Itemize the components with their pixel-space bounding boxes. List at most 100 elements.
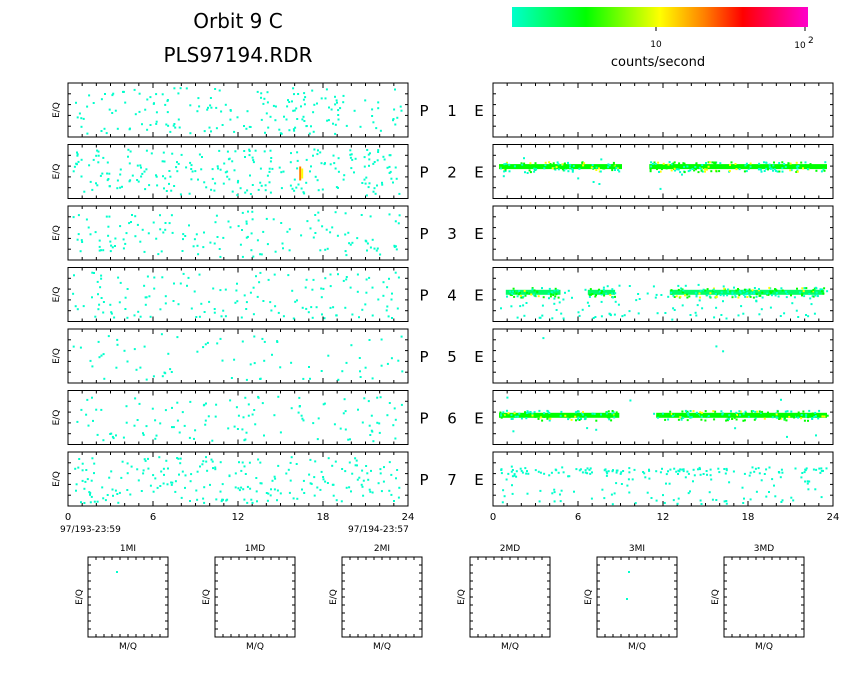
left-point [345,276,348,278]
row-label-number: 3 [447,225,457,243]
left-point [239,243,242,246]
right-band-point [808,293,811,296]
right-point [643,472,646,475]
left-point [309,170,311,173]
left-point [118,301,121,304]
left-point [85,413,88,416]
right-band-point [786,292,789,295]
left-point [378,431,381,434]
right-band-point [752,290,755,293]
left-point [332,306,335,309]
left-point [245,431,248,434]
left-point [379,468,382,471]
right-band-point [583,418,586,421]
left-point [138,110,141,113]
left-point [116,338,119,341]
left-point [227,220,230,223]
right-x-tick-label: 0 [490,512,496,523]
right-band-point [607,166,610,169]
left-point [248,148,251,151]
right-band-point [656,416,659,419]
left-point [196,244,199,247]
left-point [251,156,254,159]
left-point [233,358,236,361]
left-point [236,116,239,119]
right-point [627,478,630,481]
right-band-point [796,415,799,418]
right-band-point [742,289,745,292]
left-point [180,153,183,156]
right-point [579,468,582,471]
left-point [359,370,361,373]
right-point [743,472,746,475]
left-point [359,125,362,128]
right-band-point [561,163,564,166]
right-band-point [529,411,532,413]
right-band-point [811,295,814,298]
left-point [263,150,266,153]
right-band-point [766,292,769,295]
left-point [311,89,314,92]
left-point [198,153,201,156]
right-band-point [704,419,707,422]
right-band-point [555,293,558,296]
right-band-point [582,164,585,167]
left-point [111,488,114,491]
right-band-point [756,410,759,413]
left-point [128,128,131,131]
right-band-point [698,292,701,295]
right-band-point [684,294,686,297]
left-point [360,214,363,216]
right-point [594,316,597,318]
left-point [110,470,113,473]
colorbar-label-100-exp: 2 [808,36,814,46]
right-point [701,307,704,310]
right-band-point [735,168,738,171]
right-point [577,311,580,314]
left-point [312,111,315,114]
left-point [333,162,336,165]
left-point [260,118,263,121]
right-point [753,470,756,473]
left-point [100,297,103,299]
left-point [369,490,372,493]
left-point [376,184,378,187]
right-point [505,478,508,481]
right-point [737,314,740,317]
left-point [236,300,239,303]
right-band-point [758,288,760,291]
right-band-point [669,410,672,413]
left-point [305,125,308,127]
left-point [85,469,88,471]
right-point [633,468,636,471]
left-point [261,337,264,340]
left-point [351,241,354,244]
right-point [628,491,631,494]
right-band-point [711,161,714,164]
left-point [376,247,379,250]
left-point [141,172,144,175]
left-point [243,150,246,152]
right-band-point [554,295,557,298]
left-point [379,396,382,399]
title-line2: PLS97194.RDR [163,43,312,67]
left-point [278,166,281,169]
left-point [342,412,345,415]
left-point [236,282,238,285]
left-point [78,112,81,115]
right-point [677,284,680,287]
right-point [705,470,708,472]
left-point [348,486,351,489]
right-point [769,306,772,309]
right-point [774,495,777,498]
right-point [723,468,726,470]
right-point [521,471,524,474]
left-point [243,294,246,297]
left-point [193,238,196,241]
left-point [178,126,181,129]
left-point [322,403,325,406]
left-point [127,148,130,151]
right-point [567,289,570,292]
right-band-point [738,168,741,171]
right-band-point [506,295,508,298]
